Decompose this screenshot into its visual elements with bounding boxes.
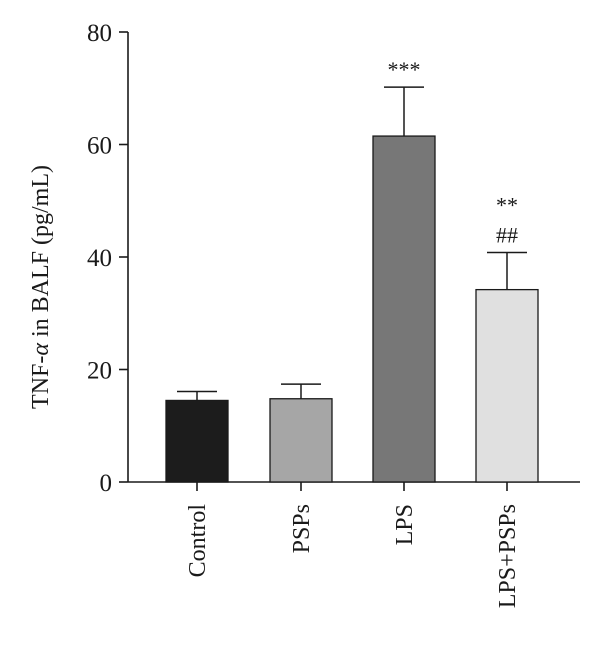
significance-mark: *** <box>388 57 421 82</box>
y-tick-label: 0 <box>100 470 113 497</box>
significance-annotations: *** ## ** <box>388 57 519 247</box>
x-tick-label: PSPs <box>289 504 315 553</box>
y-tick-label: 60 <box>87 133 112 160</box>
y-axis-label-suffix: in BALF (pg/mL) <box>28 165 54 343</box>
significance-mark: ## <box>496 223 518 248</box>
y-axis-label-prefix: TNF- <box>28 356 54 409</box>
bar-lps-psps <box>475 288 539 483</box>
y-tick-label: 40 <box>87 245 112 272</box>
x-tick-label: LPS <box>392 504 418 545</box>
bar-control <box>165 399 229 483</box>
y-tick-label: 20 <box>87 358 112 385</box>
x-tick-label: LPS+PSPs <box>495 504 521 608</box>
y-axis: 0 20 40 60 80 <box>87 20 129 497</box>
y-axis-label: TNF-α in BALF (pg/mL) <box>28 165 54 409</box>
y-axis-label-symbol: α <box>28 343 54 356</box>
x-axis: Control PSPs LPS LPS+PSPs <box>128 481 580 608</box>
y-tick-label: 80 <box>87 20 112 47</box>
x-tick-label: Control <box>185 504 211 578</box>
bar-lps <box>372 135 436 483</box>
bar-psps <box>269 398 333 483</box>
error-bars <box>177 86 527 401</box>
bars <box>165 135 539 483</box>
significance-mark: ** <box>496 193 518 218</box>
